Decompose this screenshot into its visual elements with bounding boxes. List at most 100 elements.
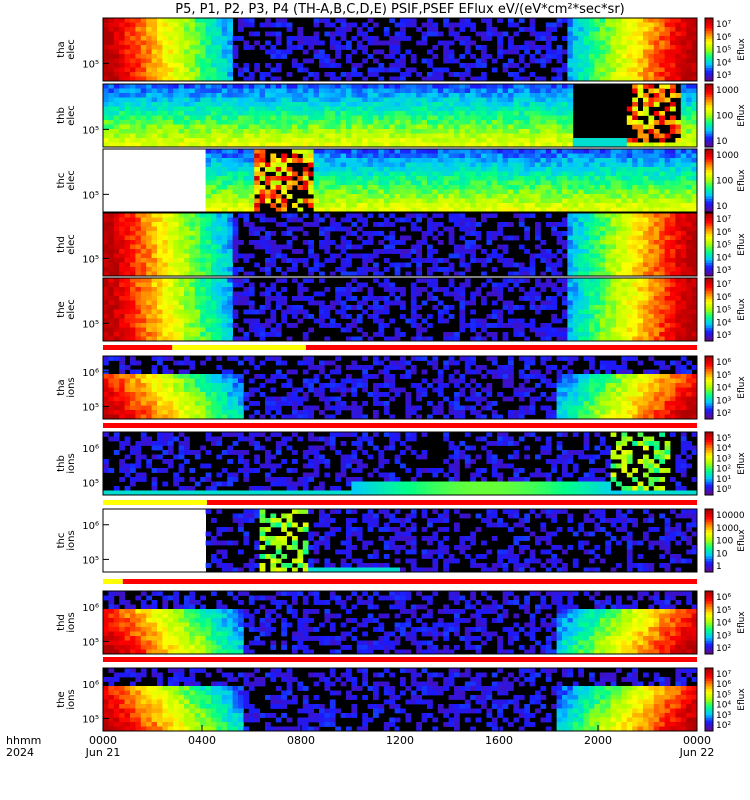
spectrogram-cell bbox=[621, 185, 628, 190]
spectrogram-cell bbox=[653, 31, 660, 37]
spectrogram-cell bbox=[524, 133, 530, 139]
spectrogram-cell bbox=[119, 40, 125, 46]
spectrogram-cell bbox=[648, 171, 655, 177]
spectrogram-cell bbox=[556, 18, 563, 23]
spectrogram-cell bbox=[146, 67, 152, 73]
spectrogram-cell bbox=[664, 180, 671, 186]
spectrogram-cell bbox=[119, 180, 125, 186]
spectrogram-cell bbox=[437, 67, 444, 73]
spectrogram-cell bbox=[373, 180, 379, 186]
spectrogram-cell bbox=[572, 158, 579, 163]
spectrogram-cell bbox=[173, 149, 179, 154]
spectrogram-cell bbox=[497, 31, 503, 37]
spectrogram-cell bbox=[486, 106, 493, 112]
spectrogram-cell bbox=[243, 153, 250, 159]
spectrogram-cell bbox=[362, 240, 368, 245]
spectrogram-cell bbox=[464, 63, 471, 68]
colorbar-segment bbox=[705, 196, 713, 200]
spectrogram-cell bbox=[356, 27, 363, 32]
spectrogram-cell bbox=[621, 76, 628, 82]
spectrogram-cell bbox=[643, 138, 649, 143]
spectrogram-cell bbox=[108, 93, 115, 98]
spectrogram-cell bbox=[184, 231, 190, 236]
spectrogram-cell bbox=[497, 203, 503, 208]
spectrogram-cell bbox=[524, 176, 530, 181]
spectrogram-cell bbox=[410, 97, 417, 103]
spectrogram-cell bbox=[205, 31, 212, 37]
spectrogram-cell bbox=[427, 267, 433, 272]
spectrogram-cell bbox=[162, 142, 169, 148]
spectrogram-cell bbox=[167, 267, 174, 272]
spectrogram-cell bbox=[524, 167, 530, 172]
spectrogram-cell bbox=[211, 138, 217, 143]
spectrogram-cell bbox=[491, 88, 498, 94]
spectrogram-cell bbox=[416, 40, 422, 46]
spectrogram-cell bbox=[383, 217, 390, 223]
spectrogram-cell bbox=[227, 176, 233, 181]
spectrogram-cell bbox=[535, 153, 541, 159]
spectrogram-cell bbox=[616, 158, 622, 163]
spectrogram-cell bbox=[324, 84, 331, 89]
spectrogram-cell bbox=[481, 158, 487, 163]
spectrogram-cell bbox=[313, 194, 320, 199]
spectrogram-cell bbox=[346, 129, 352, 134]
spectrogram-cell bbox=[157, 36, 163, 41]
spectrogram-cell bbox=[302, 167, 309, 172]
spectrogram-cell bbox=[367, 102, 374, 107]
spectrogram-cell bbox=[259, 124, 266, 130]
spectrogram-cell bbox=[481, 106, 487, 112]
spectrogram-cell bbox=[437, 171, 444, 177]
spectrogram-cell bbox=[189, 102, 196, 107]
spectrogram-cell bbox=[432, 120, 439, 125]
spectrogram-cell bbox=[216, 22, 223, 28]
spectrogram-cell bbox=[173, 138, 179, 143]
spectrogram-cell bbox=[594, 45, 601, 50]
spectrogram-cell bbox=[378, 111, 385, 116]
spectrogram-cell bbox=[632, 18, 638, 23]
spectrogram-cell bbox=[432, 45, 439, 50]
spectrogram-cell bbox=[464, 162, 471, 168]
spectrogram-cell bbox=[470, 153, 476, 159]
spectrogram-cell bbox=[329, 217, 336, 223]
spectrogram-cell bbox=[146, 189, 152, 195]
spectrogram-cell bbox=[162, 171, 169, 177]
spectrogram-cell bbox=[513, 158, 520, 163]
spectrogram-cell bbox=[464, 115, 471, 121]
spectrogram-cell bbox=[470, 158, 476, 163]
spectrogram-cell bbox=[254, 93, 260, 98]
spectrogram-cell bbox=[378, 149, 385, 154]
spectrogram-cell bbox=[340, 167, 347, 172]
spectrogram-cell bbox=[167, 158, 174, 163]
spectrogram-cell bbox=[173, 162, 179, 168]
spectrogram-cell bbox=[232, 198, 239, 204]
spectrogram-cell bbox=[232, 253, 239, 259]
y-tick-label: 10⁵ bbox=[82, 190, 99, 201]
spectrogram-cell bbox=[427, 222, 433, 227]
spectrogram-cell bbox=[162, 93, 169, 98]
spectrogram-cell bbox=[616, 231, 622, 236]
spectrogram-cell bbox=[108, 235, 115, 241]
spectrogram-cell bbox=[551, 176, 557, 181]
spectrogram-cell bbox=[227, 18, 233, 23]
colorbar-segment bbox=[705, 39, 713, 43]
spectrogram-cell bbox=[146, 102, 152, 107]
spectrogram-cell bbox=[367, 40, 374, 46]
spectrogram-cell bbox=[135, 271, 142, 277]
spectrogram-cell bbox=[362, 115, 368, 121]
spectrogram-cell bbox=[383, 31, 390, 37]
spectrogram-cell bbox=[297, 149, 304, 154]
spectrogram-cell bbox=[135, 198, 142, 204]
spectrogram-cell bbox=[459, 176, 466, 181]
spectrogram-cell bbox=[194, 102, 201, 107]
spectrogram-cell bbox=[621, 267, 628, 272]
spectrogram-cell bbox=[486, 189, 493, 195]
spectrogram-cell bbox=[686, 115, 692, 121]
spectrogram-cell bbox=[124, 162, 131, 168]
spectrogram-cell bbox=[594, 72, 601, 77]
spectrogram-cell bbox=[329, 189, 336, 195]
spectrogram-cell bbox=[265, 115, 271, 121]
spectrogram-cell bbox=[680, 167, 687, 172]
spectrogram-cell bbox=[508, 88, 514, 94]
spectrogram-cell bbox=[432, 207, 439, 213]
spectrogram-cell bbox=[103, 258, 109, 263]
